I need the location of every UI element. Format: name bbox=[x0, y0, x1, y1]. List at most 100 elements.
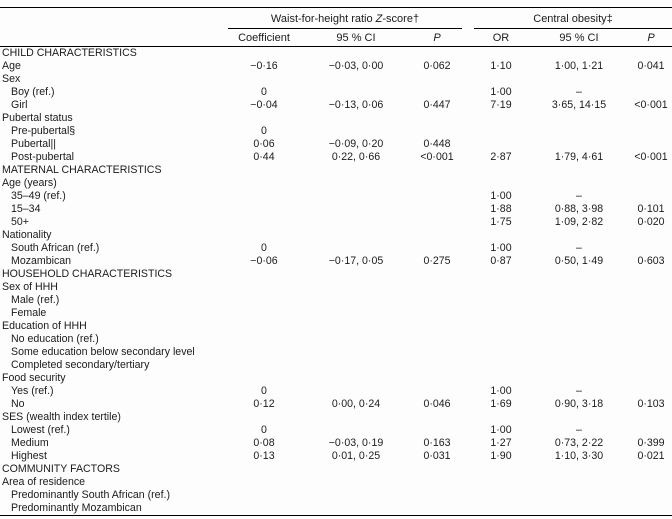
cell-or bbox=[474, 73, 528, 86]
cell-coefficient bbox=[228, 177, 300, 190]
cell-coefficient: 0 bbox=[261, 125, 267, 137]
column-gap bbox=[462, 99, 474, 112]
cell-ci-1 bbox=[300, 281, 412, 294]
data-row: Predominantly South African (ref.) bbox=[0, 489, 672, 502]
cell-coefficient bbox=[228, 203, 300, 216]
cell-p-1 bbox=[412, 411, 462, 424]
group-row: SES (wealth index tertile) bbox=[0, 411, 672, 424]
cell-p-2 bbox=[630, 112, 672, 125]
cell-or: 1·00 bbox=[490, 424, 512, 436]
cell-p-1 bbox=[412, 73, 462, 86]
cell-ci-2 bbox=[528, 476, 630, 489]
cell-ci-1 bbox=[300, 86, 412, 99]
column-gap bbox=[462, 86, 474, 99]
cell-ci-2 bbox=[528, 320, 630, 333]
row-label: No bbox=[11, 398, 25, 410]
cell-p-2 bbox=[630, 502, 672, 516]
column-gap bbox=[462, 359, 474, 372]
column-gap bbox=[462, 372, 474, 385]
data-row: Post-pubertal 0·44 0·22, 0·66 <0·001 2·87 1·7… bbox=[0, 151, 672, 164]
cell-or bbox=[474, 268, 528, 281]
section-row: HOUSEHOLD CHARACTERISTICS bbox=[0, 268, 672, 281]
cell-p-2: 0·020 bbox=[637, 216, 665, 228]
cell-ci-2 bbox=[528, 164, 630, 177]
cell-p-2 bbox=[630, 164, 672, 177]
row-label: Age (years) bbox=[2, 177, 57, 189]
cell-ci-1 bbox=[300, 242, 412, 255]
cell-p-1 bbox=[412, 307, 462, 320]
row-label: Mozambican bbox=[11, 255, 72, 267]
cell-ci-1 bbox=[300, 203, 412, 216]
row-label: Area of residence bbox=[2, 476, 86, 488]
cell-p-1 bbox=[412, 346, 462, 359]
cell-or: 1·27 bbox=[490, 437, 512, 449]
column-gap bbox=[462, 333, 474, 346]
cell-p-2: <0·001 bbox=[634, 99, 668, 111]
cell-ci-1 bbox=[300, 359, 412, 372]
data-row: Medium 0·08 −0·03, 0·19 0·163 1·27 0·73, 2·22… bbox=[0, 437, 672, 450]
data-row: Girl −0·04 −0·13, 0·06 0·447 7·19 3·65, 14·15… bbox=[0, 99, 672, 112]
column-gap bbox=[462, 177, 474, 190]
column-gap bbox=[462, 242, 474, 255]
group-row: Food security bbox=[0, 372, 672, 385]
data-row: Male (ref.) bbox=[0, 294, 672, 307]
cell-p-1 bbox=[412, 203, 462, 216]
data-row: Predominantly Mozambican bbox=[0, 502, 672, 516]
row-label: Age bbox=[2, 60, 21, 72]
cell-coefficient: 0·44 bbox=[253, 151, 275, 163]
cell-ci-1: −0·03, 0·19 bbox=[328, 437, 384, 449]
cell-ci-2 bbox=[528, 268, 630, 281]
cell-coefficient bbox=[228, 112, 300, 125]
cell-or bbox=[474, 125, 528, 138]
row-label: South African (ref.) bbox=[11, 242, 100, 254]
data-row: Mozambican −0·06 −0·17, 0·05 0·275 0·87 0·50,… bbox=[0, 255, 672, 268]
cell-ci-1 bbox=[300, 294, 412, 307]
cell-ci-2 bbox=[528, 372, 630, 385]
cell-ci-1: 0·01, 0·25 bbox=[331, 450, 381, 462]
cell-ci-1 bbox=[300, 502, 412, 516]
group-row: Area of residence bbox=[0, 476, 672, 489]
column-gap bbox=[462, 450, 474, 463]
column-gap bbox=[462, 281, 474, 294]
spanner-header-row: Waist-for-height ratio Z-score† Central … bbox=[0, 7, 672, 29]
cell-p-2 bbox=[630, 346, 672, 359]
col-header-or: OR bbox=[474, 28, 528, 47]
cell-p-1 bbox=[412, 372, 462, 385]
label-column-spacer bbox=[0, 8, 228, 29]
cell-ci-2: 0·88, 3·98 bbox=[554, 203, 604, 215]
cell-coefficient bbox=[228, 307, 300, 320]
spanner-central-obesity: Central obesity‡ bbox=[474, 7, 672, 29]
column-gap bbox=[462, 424, 474, 437]
cell-coefficient: 0·08 bbox=[253, 437, 275, 449]
cell-ci-1 bbox=[300, 216, 412, 229]
spanner-whtr-text-pre: Waist-for-height ratio bbox=[270, 13, 376, 25]
cell-ci-1 bbox=[300, 463, 412, 476]
row-label: Pubertal|| bbox=[11, 138, 56, 150]
cell-or bbox=[474, 307, 528, 320]
cell-ci-1 bbox=[300, 177, 412, 190]
cell-ci-2 bbox=[528, 502, 630, 516]
table-body: CHILD CHARACTERISTICS Age −0·16 −0·03, 0·00… bbox=[0, 47, 672, 516]
cell-ci-2 bbox=[528, 229, 630, 242]
cell-p-2: 0·399 bbox=[637, 437, 665, 449]
data-row: Age −0·16 −0·03, 0·00 0·062 1·10 1·00, 1·21 0·… bbox=[0, 60, 672, 73]
group-row: Nationality bbox=[0, 229, 672, 242]
column-gap bbox=[462, 151, 474, 164]
cell-coefficient bbox=[228, 489, 300, 502]
cell-ci-1 bbox=[300, 112, 412, 125]
cell-p-2: 0·103 bbox=[637, 398, 665, 410]
cell-p-2: 0·041 bbox=[637, 60, 665, 72]
data-row: Pre-pubertal§ 0 bbox=[0, 125, 672, 138]
cell-p-1 bbox=[412, 281, 462, 294]
cell-ci-1: −0·13, 0·06 bbox=[328, 99, 384, 111]
column-gap bbox=[462, 164, 474, 177]
cell-coefficient: −0·04 bbox=[250, 99, 278, 111]
column-gap bbox=[462, 216, 474, 229]
data-row: Highest 0·13 0·01, 0·25 0·031 1·90 1·10, 3·30… bbox=[0, 450, 672, 463]
cell-p-1 bbox=[412, 476, 462, 489]
group-row: Age (years) bbox=[0, 177, 672, 190]
row-label: Yes (ref.) bbox=[11, 385, 54, 397]
cell-or: 2·87 bbox=[490, 151, 512, 163]
cell-ci-2: – bbox=[576, 242, 582, 254]
